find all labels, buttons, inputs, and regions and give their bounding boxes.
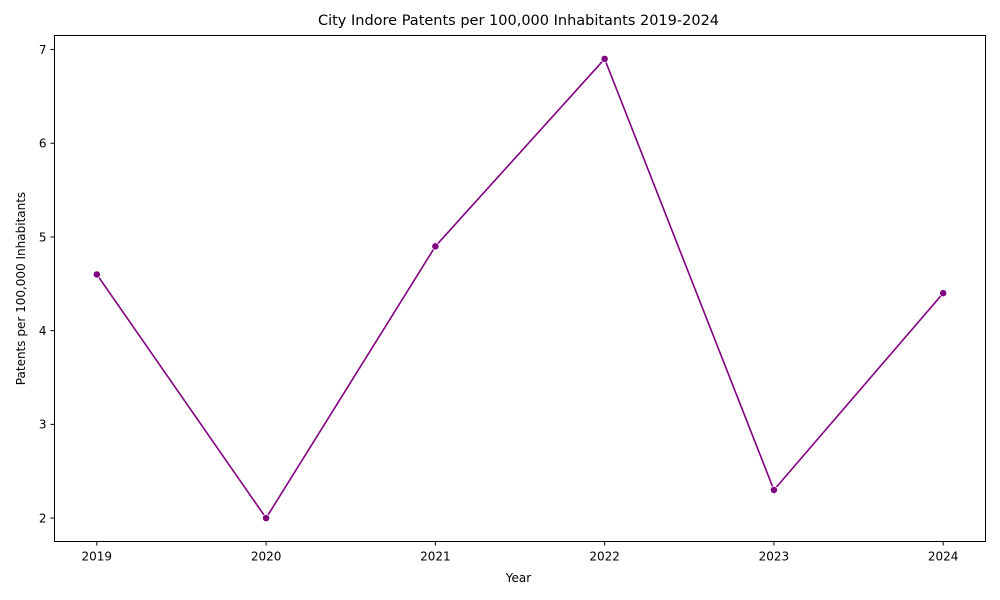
plot-area bbox=[55, 36, 986, 542]
data-series bbox=[93, 55, 947, 521]
data-point bbox=[940, 290, 947, 297]
y-tick-label: 3 bbox=[39, 418, 47, 432]
series-line bbox=[97, 59, 943, 518]
y-tick-label: 5 bbox=[39, 230, 47, 244]
x-axis-label: Year bbox=[505, 571, 531, 585]
x-tick-label: 2023 bbox=[759, 550, 790, 564]
x-tick-label: 2021 bbox=[420, 550, 451, 564]
x-axis-ticks: 2019 2020 2021 2022 2023 2024 bbox=[82, 542, 959, 564]
x-tick-label: 2022 bbox=[589, 550, 620, 564]
y-axis-label: Patents per 100,000 Inhabitants bbox=[14, 192, 28, 385]
data-point bbox=[601, 55, 608, 62]
data-point bbox=[432, 243, 439, 250]
plot-frame bbox=[55, 36, 986, 542]
y-tick-label: 2 bbox=[39, 511, 47, 525]
y-tick-label: 4 bbox=[39, 324, 47, 338]
x-tick-label: 2019 bbox=[82, 550, 113, 564]
data-point bbox=[770, 486, 777, 493]
y-tick-label: 7 bbox=[39, 43, 47, 57]
y-tick-label: 6 bbox=[39, 137, 47, 151]
y-axis-ticks: 2 3 4 5 6 7 bbox=[39, 43, 55, 526]
x-tick-label: 2024 bbox=[928, 550, 959, 564]
data-point bbox=[93, 271, 100, 278]
x-tick-label: 2020 bbox=[251, 550, 282, 564]
data-point bbox=[262, 514, 269, 521]
chart-title: City Indore Patents per 100,000 Inhabita… bbox=[318, 13, 719, 29]
